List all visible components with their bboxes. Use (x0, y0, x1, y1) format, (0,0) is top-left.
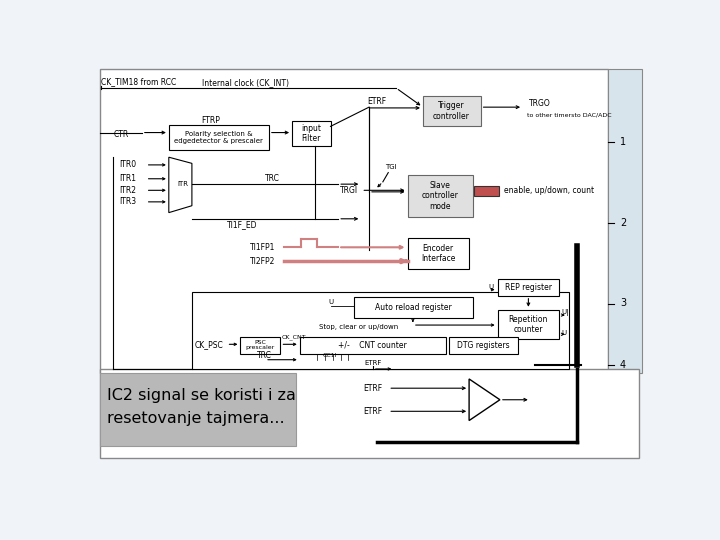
Text: CK_PSC: CK_PSC (194, 340, 223, 349)
Text: ETRF: ETRF (367, 97, 386, 106)
Bar (354, 298, 473, 318)
Bar (498, 309, 559, 339)
Text: 3: 3 (620, 299, 626, 308)
Text: ETRF: ETRF (364, 384, 382, 393)
Text: ITR3: ITR3 (119, 197, 136, 206)
Text: CK_TIM18 from RCC: CK_TIM18 from RCC (101, 77, 176, 86)
Bar (99, 369, 639, 457)
Text: U|: U| (562, 309, 569, 316)
Bar (408, 175, 473, 217)
Text: ITR2: ITR2 (119, 186, 136, 195)
Bar (423, 96, 481, 126)
Text: Auto reload register: Auto reload register (374, 303, 451, 312)
Text: ETRF: ETRF (364, 360, 382, 366)
Text: Reset: Reset (475, 187, 498, 193)
Text: 1: 1 (620, 137, 626, 147)
Bar (99, 373, 296, 446)
Text: ITR0: ITR0 (119, 160, 136, 170)
Text: U: U (489, 284, 494, 289)
Text: Polarity selection &
edgedetector & prescaler: Polarity selection & edgedetector & pres… (174, 131, 264, 144)
Text: 4: 4 (620, 360, 626, 370)
Text: Trigger
controller: Trigger controller (433, 102, 470, 121)
Text: Stop, clear or up/down: Stop, clear or up/down (319, 323, 398, 329)
Text: TI1F_ED: TI1F_ED (227, 220, 257, 229)
Text: TI1FP1: TI1FP1 (250, 243, 275, 252)
Text: ETRF: ETRF (364, 407, 382, 416)
Text: IC2 signal se koristi i za: IC2 signal se koristi i za (107, 388, 296, 403)
Text: TRC: TRC (265, 174, 280, 183)
Text: Slave
controller
mode: Slave controller mode (421, 181, 458, 211)
Text: CTR: CTR (113, 130, 129, 139)
Text: 2: 2 (620, 218, 626, 228)
Text: TRGI: TRGI (340, 186, 359, 195)
Text: ITR: ITR (177, 181, 188, 187)
Bar (168, 125, 269, 150)
Text: TRC: TRC (256, 352, 271, 360)
Text: Repetition
counter: Repetition counter (509, 315, 548, 334)
Bar (192, 292, 570, 369)
Bar (240, 336, 281, 354)
Text: Encoder
Interface: Encoder Interface (421, 244, 456, 263)
Text: PSC
prescaler: PSC prescaler (246, 340, 275, 350)
Bar (300, 336, 446, 354)
Text: DTG registers: DTG registers (457, 341, 510, 349)
Bar (408, 238, 469, 269)
Text: CC1l: CC1l (323, 353, 337, 357)
Text: resetovanje tajmera...: resetovanje tajmera... (107, 411, 285, 427)
Polygon shape (469, 379, 500, 421)
Polygon shape (168, 157, 192, 213)
Text: enable, up/down, count: enable, up/down, count (504, 186, 594, 195)
Bar (498, 279, 559, 296)
Text: input
Filter: input Filter (301, 124, 321, 143)
Text: +/-    CNT counter: +/- CNT counter (338, 341, 408, 349)
Text: FTRP: FTRP (202, 116, 220, 125)
Text: U: U (328, 299, 333, 305)
Text: ITR1: ITR1 (119, 174, 136, 183)
Text: TI2FP2: TI2FP2 (250, 256, 275, 266)
Text: TGI: TGI (384, 164, 397, 170)
Text: CK_CNT: CK_CNT (282, 335, 307, 340)
Bar (608, 69, 642, 373)
Bar (474, 186, 499, 195)
Bar (292, 121, 330, 146)
Text: REP register: REP register (505, 283, 552, 292)
Text: to other timersto DAC/ADC: to other timersto DAC/ADC (527, 112, 611, 117)
Text: TRGO: TRGO (529, 99, 551, 108)
Text: U: U (562, 330, 567, 336)
Bar (99, 69, 608, 373)
Text: Internal clock (CK_INT): Internal clock (CK_INT) (202, 78, 289, 87)
Bar (449, 336, 518, 354)
